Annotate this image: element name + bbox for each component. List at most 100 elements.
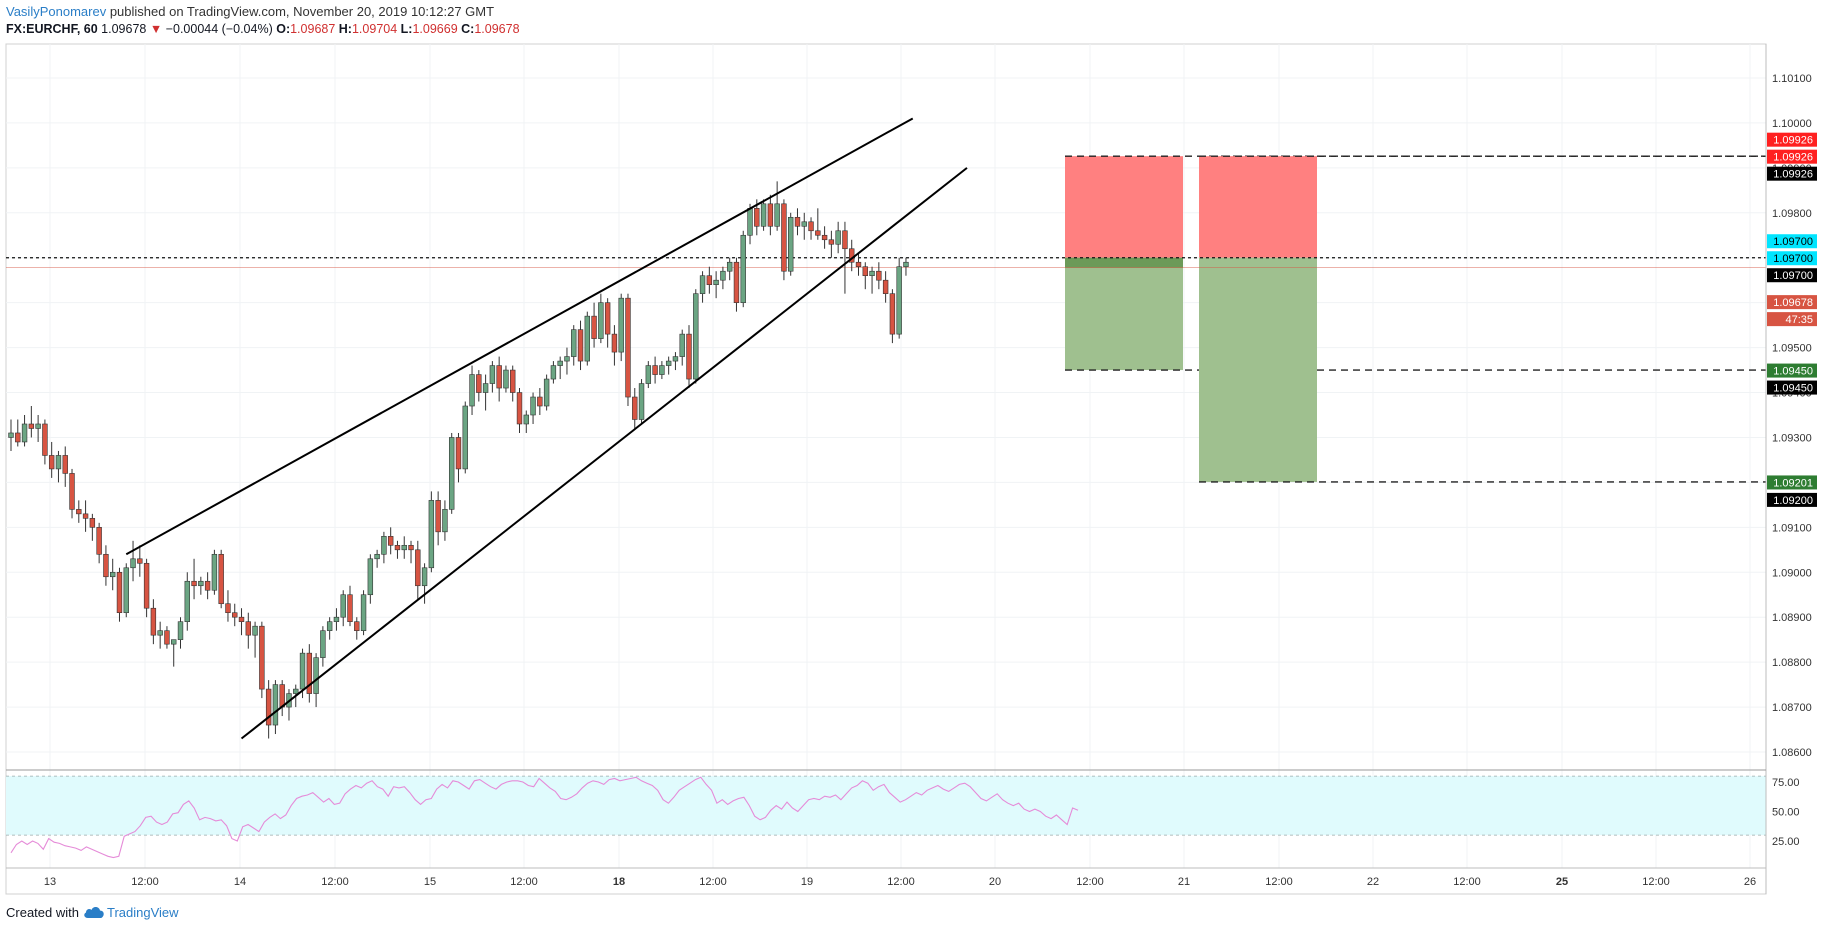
candle-body-down xyxy=(733,261,740,303)
candle-body-up xyxy=(448,437,455,510)
take-profit-zone[interactable] xyxy=(1065,257,1183,371)
time-tick-label: 12:00 xyxy=(887,876,915,888)
candle-body-down xyxy=(821,234,828,241)
price-tick-label: 1.09100 xyxy=(1772,522,1812,534)
candle-body-up xyxy=(177,621,184,640)
candle xyxy=(720,266,726,290)
trendlines[interactable] xyxy=(125,117,968,740)
time-tick-label: 12:00 xyxy=(1265,876,1293,888)
stop-loss-zone[interactable] xyxy=(1065,156,1183,258)
candle-body-down xyxy=(767,203,774,227)
price-label-box xyxy=(1767,166,1817,181)
candle xyxy=(198,576,204,595)
time-tick-label: 25 xyxy=(1556,876,1568,888)
candle-body-up xyxy=(299,652,306,690)
horizontal-lines[interactable] xyxy=(6,257,1766,268)
candle-body-down xyxy=(611,333,618,353)
price-tick-label: 1.09500 xyxy=(1772,343,1812,355)
candle xyxy=(781,199,787,281)
rsi-tick-label: 50.00 xyxy=(1772,807,1800,819)
candle-body-down xyxy=(882,279,889,294)
time-axis[interactable]: 13 12:00 14 12:00 15 12:00 18 12:00 19 12:00 20 12:… xyxy=(44,876,1756,888)
stop-loss-zone[interactable] xyxy=(1199,156,1317,258)
candle xyxy=(516,388,523,433)
candle-body-down xyxy=(516,392,523,425)
candle-body-down xyxy=(781,203,787,272)
candle xyxy=(35,415,41,442)
price-axis-labels: 1.09926 1.09926 1.09926 1.09700 1.09700 1.097… xyxy=(1767,132,1817,507)
candle-body-down xyxy=(204,580,211,591)
author-link[interactable]: VasilyPonomarev xyxy=(6,4,107,19)
candle-body-up xyxy=(326,621,333,631)
candle-body-up xyxy=(333,616,340,622)
candle xyxy=(130,540,136,582)
candle-body-down xyxy=(225,603,231,614)
candle xyxy=(828,230,835,258)
candle xyxy=(611,325,618,366)
candle-body-up xyxy=(130,558,136,569)
tradingview-link[interactable]: TradingView xyxy=(106,905,179,920)
price-label-box xyxy=(1767,149,1817,164)
candle-body-up xyxy=(198,580,204,587)
candle xyxy=(435,491,441,546)
candle xyxy=(557,356,563,380)
tradingview-cloud-icon xyxy=(84,907,104,918)
candle xyxy=(103,545,109,586)
symbol-label[interactable]: FX:EURCHF, 60 xyxy=(6,22,98,36)
time-tick-label: 12:00 xyxy=(1642,876,1670,888)
candle xyxy=(896,257,902,339)
price-label-text: 1.09450 xyxy=(1773,366,1813,378)
time-tick-label: 22 xyxy=(1367,876,1379,888)
candle xyxy=(659,361,665,380)
candle xyxy=(760,199,767,231)
price-axis[interactable]: 1.101001.100001.099001.098001.097001.096… xyxy=(1772,73,1812,848)
time-tick-label: 26 xyxy=(1744,876,1756,888)
candle-body-up xyxy=(320,630,326,658)
candle xyxy=(550,361,557,384)
take-profit-zone[interactable] xyxy=(1199,257,1317,482)
candle xyxy=(374,549,380,568)
trendline[interactable] xyxy=(125,117,914,556)
candle-body-up xyxy=(903,261,909,268)
candle xyxy=(442,500,448,541)
candle xyxy=(740,230,746,308)
candle xyxy=(455,432,462,483)
price-label-text: 1.09926 xyxy=(1773,169,1813,181)
entry-strip xyxy=(1065,257,1183,268)
candle xyxy=(496,356,502,402)
candle-body-down xyxy=(137,558,143,564)
candle-body-up xyxy=(523,414,529,425)
price-tick-label: 1.08800 xyxy=(1772,657,1812,669)
candle-body-up xyxy=(618,297,624,353)
price-tick-label: 1.09800 xyxy=(1772,208,1812,220)
candle xyxy=(503,365,509,393)
candle-body-up xyxy=(469,374,475,407)
candle xyxy=(360,590,367,636)
candle-body-down xyxy=(69,473,75,510)
trendline[interactable] xyxy=(240,167,968,740)
candle-body-up xyxy=(184,580,190,622)
position-zones[interactable] xyxy=(1065,155,1766,483)
candle xyxy=(801,212,807,240)
candle xyxy=(157,621,163,649)
price-label-text: 1.09201 xyxy=(1773,477,1813,489)
candle-body-down xyxy=(855,261,862,268)
candle xyxy=(571,325,577,366)
price-label-text: 1.09450 xyxy=(1773,383,1813,395)
candle xyxy=(55,450,62,483)
candle xyxy=(869,266,875,294)
candle-body-down xyxy=(537,396,543,407)
candle-body-down xyxy=(862,266,868,277)
low-value: 1.09669 xyxy=(412,22,458,36)
candle xyxy=(252,621,258,658)
candle xyxy=(259,621,265,699)
candle xyxy=(882,271,889,303)
time-tick-label: 14 xyxy=(234,876,246,888)
candle-body-down xyxy=(828,239,835,245)
candle xyxy=(326,617,333,640)
price-label-text: 1.09700 xyxy=(1773,270,1813,282)
candle xyxy=(76,500,82,523)
candle-body-down xyxy=(577,329,584,362)
candle-body-down xyxy=(232,612,238,618)
